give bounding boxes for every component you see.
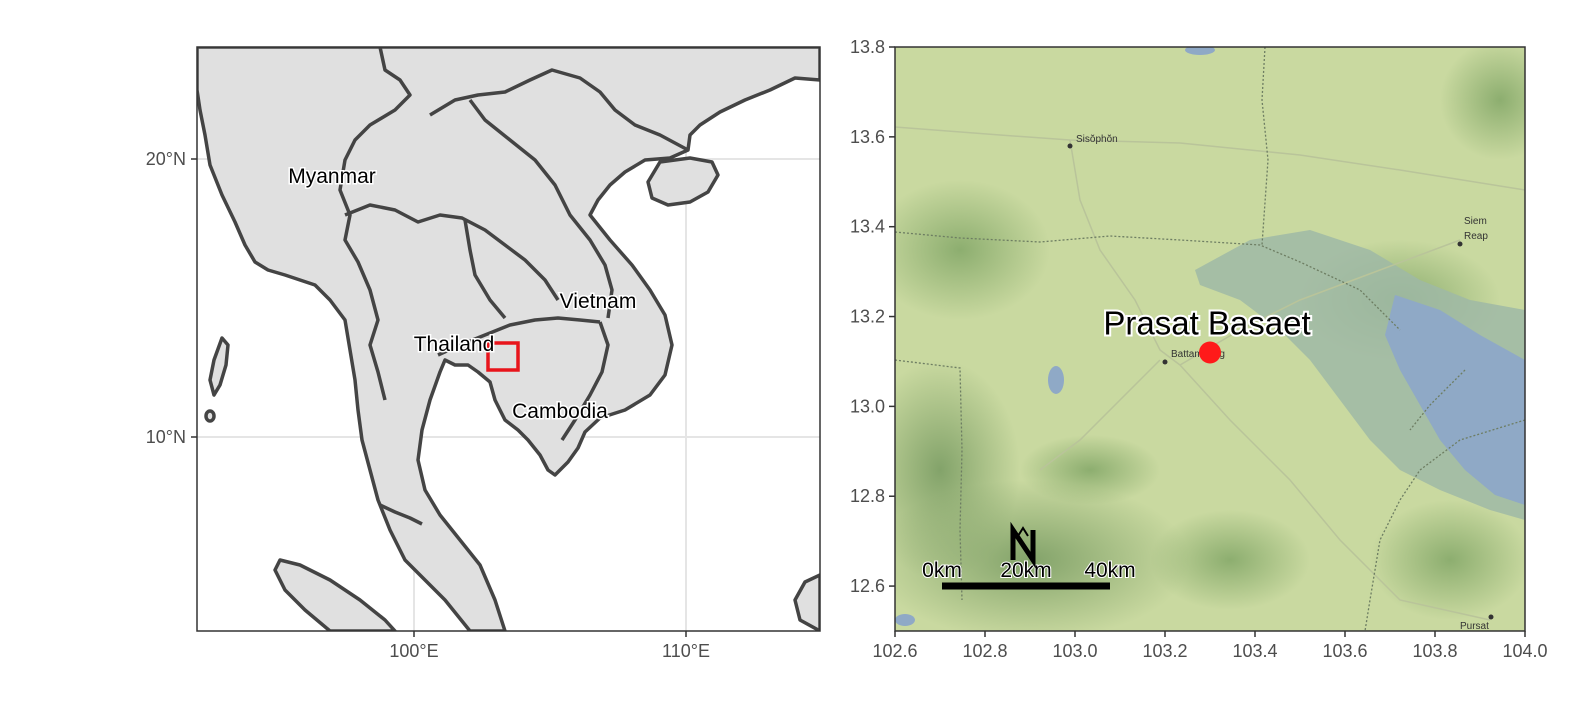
x-tick-label: 100°E <box>389 641 438 661</box>
north-arrow-icon <box>1010 521 1036 569</box>
y-tick-label: 13.6 <box>850 127 885 147</box>
detail-frame <box>894 46 1526 632</box>
country-label-cambodia: Cambodia <box>512 400 608 423</box>
x-tick-label: 103.2 <box>1142 641 1187 661</box>
x-tick-label: 103.6 <box>1322 641 1367 661</box>
overview-frame <box>196 46 821 632</box>
town-label-sisophon: Sisŏphŏn <box>1076 134 1118 145</box>
x-tick-label: 103.4 <box>1232 641 1277 661</box>
town-label-battambang: Battambang <box>1171 349 1225 360</box>
town-label-reap: Reap <box>1464 231 1488 242</box>
roads <box>895 126 1525 621</box>
town-label-pursat: Pursat <box>1460 621 1489 632</box>
town-marker <box>1488 614 1494 620</box>
x-tick-label: 103.0 <box>1052 641 1097 661</box>
overview-tick-marks <box>191 158 687 637</box>
town-marker <box>1162 359 1168 365</box>
province-boundaries <box>895 47 1525 631</box>
y-tick-label: 10°N <box>146 427 186 447</box>
country-label-myanmar: Myanmar <box>288 165 376 188</box>
scale-label-0: 0km <box>922 559 962 582</box>
detail-map: Sisŏphŏn Siem Reap Battambang Pursat Pra… <box>850 37 1548 661</box>
x-tick-label: 102.6 <box>872 641 917 661</box>
overview-map: Myanmar Thailand Vietnam Cambodia 100°E … <box>146 46 821 661</box>
scale-label-40: 40km <box>1084 559 1135 582</box>
country-borders <box>338 47 689 526</box>
towns: Sisŏphŏn Siem Reap Battambang Pursat <box>1067 134 1494 632</box>
scale-bar: 0km 20km 40km <box>921 558 1137 590</box>
scale-label-20: 20km <box>1000 559 1051 582</box>
x-tick-label: 104.0 <box>1502 641 1547 661</box>
study-area-box <box>486 341 520 372</box>
site-point <box>1199 341 1221 364</box>
y-tick-label: 13.2 <box>850 307 885 327</box>
y-tick-label: 12.8 <box>850 486 885 506</box>
basemap: Sisŏphŏn Siem Reap Battambang Pursat Pra… <box>895 47 1525 632</box>
tonle-sap-lake <box>1385 295 1525 505</box>
x-tick-label: 103.8 <box>1412 641 1457 661</box>
site-label: Prasat Basaet <box>1103 304 1310 341</box>
x-tick-label: 110°E <box>662 641 710 661</box>
town-label-siem: Siem <box>1464 216 1487 227</box>
town-marker <box>1457 241 1463 247</box>
country-label-thailand: Thailand <box>414 333 495 356</box>
y-tick-label: 12.6 <box>850 576 885 596</box>
town-marker <box>1067 143 1073 149</box>
detail-axes: 102.6 102.8 103.0 103.2 103.4 103.6 103.8 104.0… <box>850 37 1548 661</box>
floodplain <box>1195 230 1525 520</box>
y-tick-label: 13.0 <box>850 396 885 416</box>
country-label-vietnam: Vietnam <box>560 290 637 313</box>
x-tick-label: 102.8 <box>962 641 1007 661</box>
y-tick-label: 13.8 <box>850 37 885 57</box>
landmass <box>197 47 820 631</box>
y-tick-label: 20°N <box>146 149 186 169</box>
y-tick-label: 13.4 <box>850 217 885 237</box>
